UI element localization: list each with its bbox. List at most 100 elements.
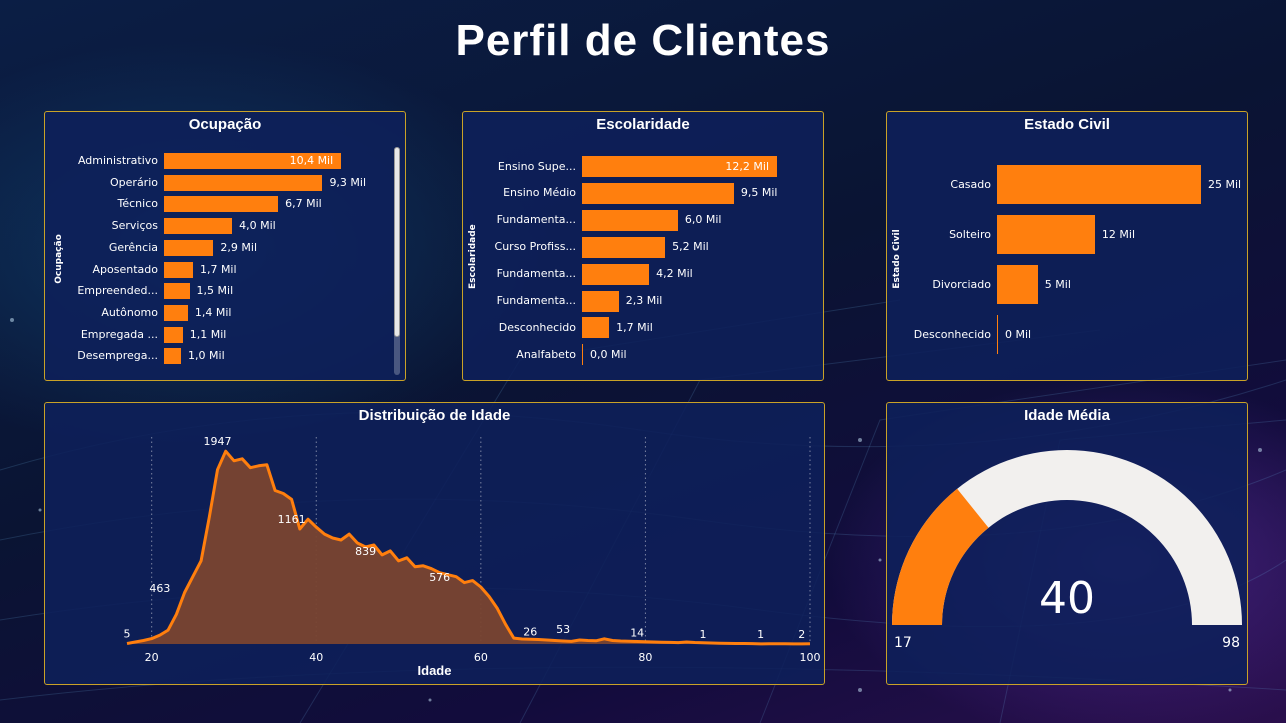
bar[interactable] bbox=[582, 263, 650, 285]
category-label: Autônomo bbox=[101, 305, 158, 319]
data-label: 1 bbox=[757, 628, 764, 641]
data-label: 0,0 Mil bbox=[590, 347, 627, 361]
ocupacao-scrollbar-thumb[interactable] bbox=[394, 147, 400, 337]
ocupacao-title: Ocupação bbox=[188, 116, 262, 133]
bar[interactable] bbox=[164, 239, 214, 256]
ocupacao-axis-label: Ocupação bbox=[54, 234, 64, 284]
data-label: 1,7 Mil bbox=[199, 262, 237, 276]
data-label: 1,1 Mil bbox=[189, 327, 227, 341]
bar[interactable] bbox=[582, 344, 583, 366]
category-label: Serviços bbox=[111, 219, 158, 233]
category-label: Casado bbox=[950, 177, 991, 191]
bar[interactable] bbox=[164, 196, 279, 213]
data-label: 9,5 Mil bbox=[740, 186, 778, 200]
data-label: 5 Mil bbox=[1044, 277, 1071, 291]
distribuicao-idade-xlabel: Idade bbox=[417, 663, 452, 678]
distribuicao-idade-title: Distribuição de Idade bbox=[358, 407, 511, 424]
data-label: 0 Mil bbox=[1005, 327, 1032, 341]
bar[interactable] bbox=[164, 304, 188, 321]
data-label: 839 bbox=[355, 545, 376, 558]
escolaridade-panel: Escolaridade Escolaridade Ensino Supe...… bbox=[462, 111, 824, 381]
data-label: 6,0 Mil bbox=[684, 213, 722, 227]
bar[interactable] bbox=[997, 215, 1095, 254]
idade-media-title: Idade Média bbox=[1024, 407, 1110, 424]
bar[interactable] bbox=[997, 315, 998, 354]
category-label: Fundamenta... bbox=[496, 267, 576, 281]
data-label: 5 bbox=[124, 628, 131, 641]
category-label: Empregada ... bbox=[80, 327, 158, 341]
data-label: 26 bbox=[523, 625, 537, 638]
category-label: Ensino Médio bbox=[503, 186, 576, 200]
bar[interactable] bbox=[582, 182, 734, 204]
data-label: 463 bbox=[149, 582, 170, 595]
bar[interactable] bbox=[997, 265, 1038, 304]
category-label: Solteiro bbox=[949, 227, 991, 241]
escolaridade-title: Escolaridade bbox=[596, 116, 690, 133]
bar[interactable] bbox=[582, 156, 777, 177]
category-label: Desemprega... bbox=[77, 349, 158, 363]
data-label: 2 bbox=[798, 628, 805, 641]
bar[interactable] bbox=[164, 283, 190, 300]
data-label: 2,3 Mil bbox=[625, 294, 663, 307]
bar[interactable] bbox=[164, 153, 342, 169]
category-label: Administrativo bbox=[77, 154, 158, 167]
x-tick-label: 40 bbox=[309, 651, 323, 664]
data-label: 10,4 Mil bbox=[289, 154, 334, 167]
bar[interactable] bbox=[997, 165, 1201, 204]
area-fill bbox=[127, 451, 810, 644]
x-tick-label: 80 bbox=[638, 651, 652, 664]
category-label: Aposentado bbox=[92, 262, 158, 276]
distribuicao-idade-chart: 20 40 60 80 100 5 463 1947 1161 839 576 26 53 14 1 1 2 bbox=[124, 435, 821, 664]
data-label: 1 bbox=[700, 628, 707, 641]
data-label: 25 Mil bbox=[1208, 177, 1242, 191]
idade-media-panel: Idade Média 40 17 98 bbox=[886, 402, 1248, 685]
gauge-fill bbox=[892, 488, 989, 625]
bar[interactable] bbox=[582, 236, 666, 258]
category-label: Operário bbox=[110, 175, 158, 189]
estado-civil-title: Estado Civil bbox=[1024, 116, 1110, 133]
bar[interactable] bbox=[582, 290, 619, 312]
category-label: Fundamenta... bbox=[496, 213, 576, 227]
gauge-value: 40 bbox=[1039, 573, 1095, 624]
category-label: Técnico bbox=[117, 197, 158, 211]
bar[interactable] bbox=[164, 348, 182, 365]
data-label: 14 bbox=[630, 627, 644, 640]
bar[interactable] bbox=[164, 174, 323, 191]
bar[interactable] bbox=[164, 261, 193, 278]
bar[interactable] bbox=[582, 209, 678, 231]
bar[interactable] bbox=[164, 218, 233, 235]
category-label: Desconhecido bbox=[498, 320, 576, 334]
category-label: Curso Profiss... bbox=[494, 240, 576, 254]
category-label: Ensino Supe... bbox=[497, 159, 576, 173]
estado-civil-panel: Estado Civil Estado Civil Casado 25 Mil So… bbox=[886, 111, 1248, 381]
data-label: 5,2 Mil bbox=[672, 240, 709, 254]
x-tick-label: 100 bbox=[800, 651, 821, 664]
data-label: 1947 bbox=[204, 435, 232, 448]
category-label: Divorciado bbox=[932, 277, 991, 291]
data-label: 576 bbox=[429, 571, 450, 584]
data-label: 4,2 Mil bbox=[656, 267, 693, 281]
data-label: 1161 bbox=[278, 513, 306, 526]
data-label: 4,0 Mil bbox=[239, 219, 276, 233]
bar[interactable] bbox=[582, 317, 610, 339]
ocupacao-panel: Ocupação Ocupação Administrativo 10,4 Mil… bbox=[44, 111, 406, 381]
area-line bbox=[126, 449, 811, 646]
category-label: Desconhecido bbox=[913, 327, 991, 341]
category-label: Analfabeto bbox=[516, 347, 576, 361]
data-label: 1,7 Mil bbox=[616, 320, 653, 334]
data-label: 12 Mil bbox=[1101, 227, 1136, 241]
category-label: Empreended... bbox=[77, 284, 158, 298]
page-title: Perfil de Clientes bbox=[455, 16, 831, 65]
data-label: 53 bbox=[556, 623, 570, 636]
data-label: 6,7 Mil bbox=[285, 197, 322, 211]
gauge-max-label: 98 bbox=[1222, 635, 1240, 651]
data-label: 1,4 Mil bbox=[194, 305, 232, 319]
x-tick-label: 20 bbox=[145, 651, 159, 664]
bar[interactable] bbox=[164, 326, 183, 343]
data-label: 9,3 Mil bbox=[329, 175, 367, 189]
data-label: 12,2 Mil bbox=[725, 159, 769, 173]
category-label: Gerência bbox=[108, 240, 158, 254]
data-label: 1,5 Mil bbox=[196, 284, 234, 298]
distribuicao-idade-panel: Distribuição de Idade 20 40 60 80 100 5 463 194… bbox=[44, 402, 825, 685]
data-label: 1,0 Mil bbox=[188, 349, 225, 363]
